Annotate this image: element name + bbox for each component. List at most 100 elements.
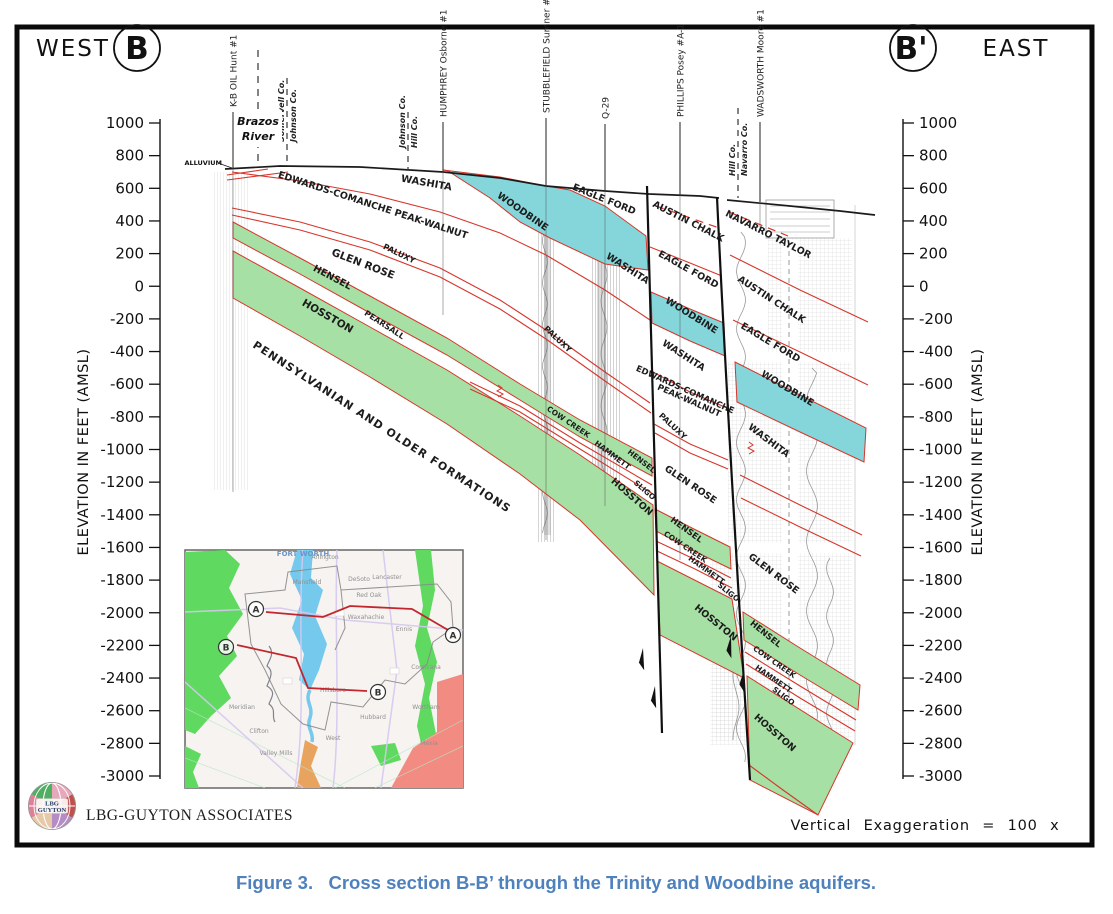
right-axis-tick-label: 600 <box>919 179 948 197</box>
left-axis-tick-label: 0 <box>134 277 144 295</box>
header: WEST B B' EAST <box>36 24 1047 72</box>
county-label-right: Hill Co. <box>410 116 419 148</box>
map-city-label: Ennis <box>396 626 412 633</box>
right-axis-tick-label: -3000 <box>919 767 963 785</box>
map-marker-a1: A <box>253 606 260 616</box>
right-axis-tick-label: -800 <box>919 408 953 426</box>
right-axis-tick-label: 400 <box>919 212 948 230</box>
company-name: LBG-GUYTON ASSOCIATES <box>86 807 293 824</box>
brazos-river: Brazos River <box>234 50 282 163</box>
right-axis-tick-label: -1400 <box>919 506 963 524</box>
well-name-label: HUMPHREY Osborne #1 <box>440 9 450 117</box>
river-label-2: River <box>242 130 275 143</box>
logo-text-2: GUYTON <box>38 807 67 814</box>
left-axis-title: ELEVATION IN FEET (AMSL) <box>76 348 92 555</box>
well-name-label: K-B OIL Hunt #1 <box>230 35 240 107</box>
left-axis-tick-label: -3000 <box>100 767 144 785</box>
section-bprime-letter: B' <box>894 31 927 67</box>
fault-arrow <box>650 686 657 709</box>
well-sticks: K-B OIL Hunt #1 HUMPHREY Osborne #1 STUBBL… <box>230 0 767 560</box>
fault-arrow <box>726 636 732 659</box>
right-axis-tick-label: -2800 <box>919 734 963 752</box>
fault-arrow <box>739 670 745 693</box>
map-city-label: West <box>326 735 341 742</box>
map-city-label: Valley Mills <box>259 750 292 757</box>
left-axis-tick-label: -1200 <box>100 473 144 491</box>
map-city-label: Hillsboro <box>320 687 346 694</box>
right-axis-tick-label: -2000 <box>919 604 963 622</box>
county-lines: Somervell Co. Johnson Co. Johnson Co. Hill … <box>277 78 749 198</box>
right-axis-tick-label: -2400 <box>919 669 963 687</box>
right-axis-tick-label: -1600 <box>919 538 963 556</box>
map-city-label: Arlington <box>311 554 339 561</box>
map-marker-b1: B <box>223 644 230 654</box>
left-axis-tick-label: -800 <box>110 408 144 426</box>
map-section-markers: A A B B <box>217 600 462 701</box>
pinchout-mark <box>746 441 756 455</box>
map-city-label: Clifton <box>249 728 269 735</box>
left-axis-tick-label: -1800 <box>100 571 144 589</box>
left-axis-tick-label: 200 <box>115 245 144 263</box>
left-axis-tick-label: -200 <box>110 310 144 328</box>
map-outcrop-sw <box>185 746 201 788</box>
land-surface-line <box>224 165 876 216</box>
county-label-left: Hill Co. <box>728 144 737 176</box>
map-section-line-a <box>265 605 449 631</box>
left-axis-tick-label: 600 <box>115 179 144 197</box>
map-city-label: Hubbard <box>360 714 386 721</box>
right-axis-tick-label: -400 <box>919 343 953 361</box>
right-axis-tick-label: -1000 <box>919 441 963 459</box>
left-axis-tick-label: -600 <box>110 375 144 393</box>
lbg-guyton-logo: LBG GUYTON <box>27 782 77 830</box>
fault-east <box>715 196 752 781</box>
map-outcrop-east <box>415 550 437 760</box>
section-b-circle <box>113 24 161 72</box>
aquifer-bands <box>232 169 867 816</box>
well-name-label: Q-29 <box>602 97 612 119</box>
left-axis-tick-label: 800 <box>115 147 144 165</box>
map-city-label: Lancaster <box>372 574 402 581</box>
map-county-boundary <box>244 565 454 731</box>
figure-caption: Figure 3. Cross section B-B’ through the… <box>236 872 876 893</box>
river-label-1: Brazos <box>237 115 279 128</box>
map-city-label: Corsicana <box>411 664 441 671</box>
section-b-letter: B <box>125 31 149 67</box>
band-hosston-west <box>232 250 655 597</box>
county-label-left: Somervell Co. <box>277 80 286 142</box>
left-axis-tick-label: -2600 <box>100 702 144 720</box>
right-axis-tick-label: -1200 <box>919 473 963 491</box>
band-hensel-west <box>232 221 653 477</box>
right-axis-tick-label: -1800 <box>919 571 963 589</box>
left-axis-tick-label: -2000 <box>100 604 144 622</box>
left-axis-tick-label: 400 <box>115 212 144 230</box>
logo-text-1: LBG <box>45 801 59 808</box>
right-axis-tick-label: 800 <box>919 147 948 165</box>
left-axis-tick-label: -2400 <box>100 669 144 687</box>
section-bprime-circle <box>889 24 937 72</box>
vertical-exaggeration: Vertical Exaggeration = 100 x <box>791 818 1060 834</box>
map-outcrop-west <box>185 550 243 734</box>
map-county-divider <box>334 589 346 651</box>
formation-contacts <box>226 168 869 816</box>
map-orange-area <box>297 740 321 788</box>
map-river <box>306 689 315 743</box>
map-city-label: Mansfield <box>293 579 322 586</box>
map-city-label: Mexia <box>420 740 438 747</box>
map-hatch <box>185 707 463 788</box>
band-woodbine-east <box>734 361 867 463</box>
county-label-right: Johnson Co. <box>289 89 298 144</box>
right-axis-title: ELEVATION IN FEET (AMSL) <box>970 348 986 555</box>
well-name-label: WADSWORTH Moore #1 <box>757 9 767 117</box>
map-red-area <box>391 674 463 788</box>
faults <box>638 185 752 781</box>
right-axis-tick-label: 200 <box>919 245 948 263</box>
well-name-label: PHILLIPS Posey #A-1 <box>677 24 687 117</box>
map-city-label: Waxahachie <box>348 614 385 621</box>
map-city-label: Meridian <box>229 704 255 711</box>
map-section-line-b <box>236 644 368 692</box>
well-name-label: STUBBLEFIELD Sumner #1 <box>543 0 553 113</box>
west-label: WEST <box>36 36 110 62</box>
right-axis-tick-label: -2200 <box>919 636 963 654</box>
